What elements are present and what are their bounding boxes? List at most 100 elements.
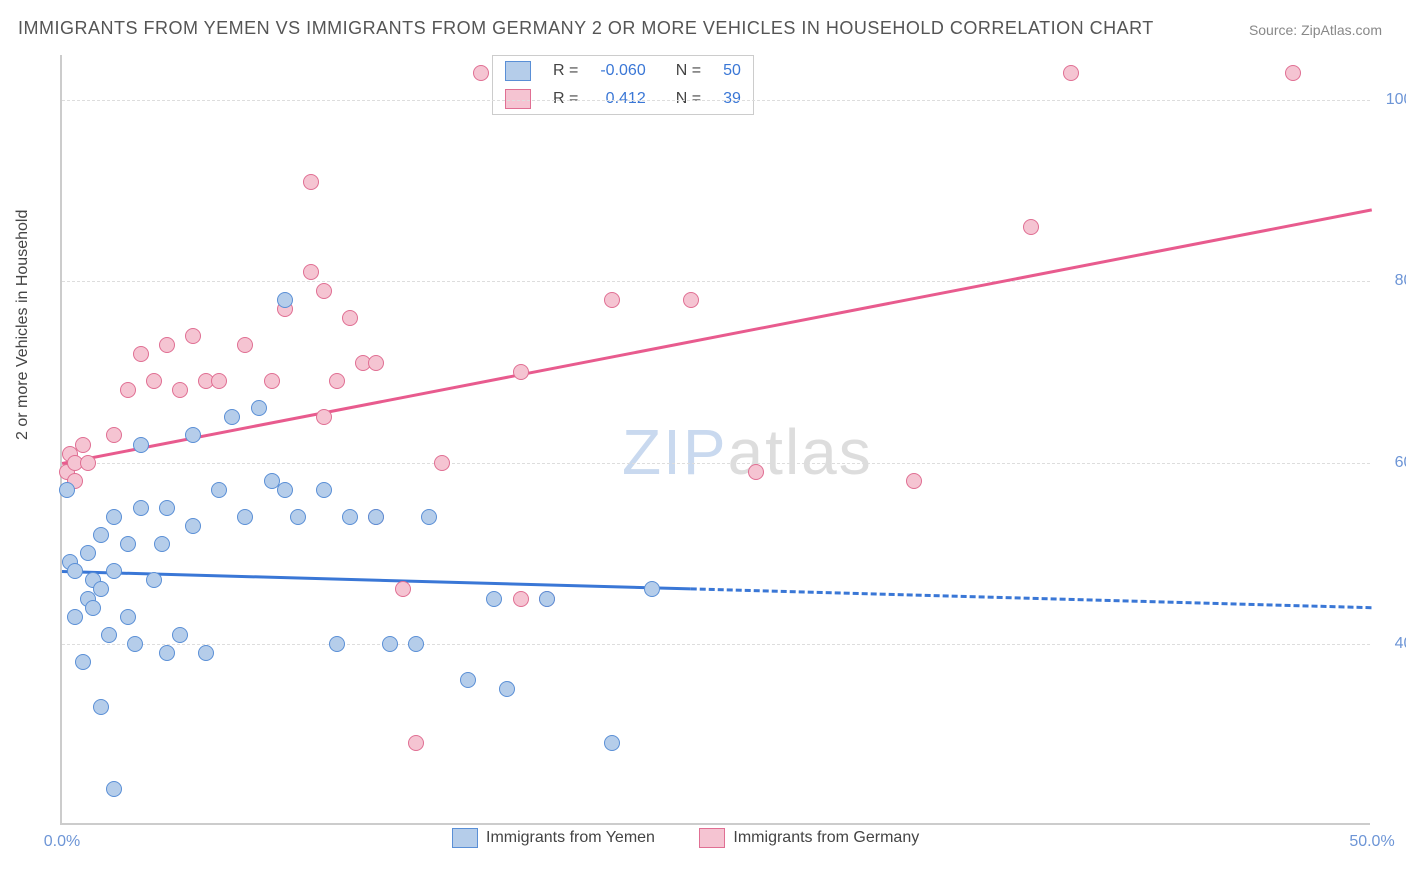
watermark: ZIPatlas xyxy=(622,415,873,489)
data-point-yemen xyxy=(106,509,122,525)
data-point-yemen xyxy=(75,654,91,670)
data-point-yemen xyxy=(59,482,75,498)
n-label: N = xyxy=(658,86,711,112)
data-point-germany xyxy=(513,591,529,607)
legend-item-germany: Immigrants from Germany xyxy=(699,828,919,848)
data-point-germany xyxy=(342,310,358,326)
data-point-yemen xyxy=(127,636,143,652)
legend-label-yemen: Immigrants from Yemen xyxy=(486,829,655,847)
data-point-germany xyxy=(1023,219,1039,235)
data-point-germany xyxy=(316,283,332,299)
x-tick-label: 50.0% xyxy=(1349,833,1394,851)
data-point-yemen xyxy=(146,572,162,588)
watermark-zip: ZIP xyxy=(622,416,728,488)
data-point-yemen xyxy=(67,563,83,579)
data-point-yemen xyxy=(106,781,122,797)
data-point-germany xyxy=(434,455,450,471)
data-point-germany xyxy=(1285,65,1301,81)
data-point-yemen xyxy=(277,482,293,498)
data-point-yemen xyxy=(290,509,306,525)
legend-swatch xyxy=(505,61,531,81)
data-point-yemen xyxy=(159,500,175,516)
data-point-yemen xyxy=(93,581,109,597)
data-point-germany xyxy=(211,373,227,389)
data-point-yemen xyxy=(421,509,437,525)
data-point-yemen xyxy=(133,437,149,453)
data-point-yemen xyxy=(408,636,424,652)
y-tick-label: 80.0% xyxy=(1395,272,1406,290)
gridline xyxy=(62,100,1370,101)
n-label: N = xyxy=(658,58,711,84)
data-point-germany xyxy=(408,735,424,751)
data-point-germany xyxy=(303,174,319,190)
legend-stat-row: R =-0.060N =50 xyxy=(495,58,751,84)
data-point-germany xyxy=(75,437,91,453)
data-point-yemen xyxy=(211,482,227,498)
correlation-chart: IMMIGRANTS FROM YEMEN VS IMMIGRANTS FROM… xyxy=(0,0,1406,892)
data-point-germany xyxy=(133,346,149,362)
x-tick-label: 0.0% xyxy=(44,833,80,851)
data-point-yemen xyxy=(106,563,122,579)
legend-swatch xyxy=(505,89,531,109)
data-point-germany xyxy=(120,382,136,398)
data-point-germany xyxy=(146,373,162,389)
data-point-yemen xyxy=(133,500,149,516)
data-point-germany xyxy=(237,337,253,353)
chart-title: IMMIGRANTS FROM YEMEN VS IMMIGRANTS FROM… xyxy=(18,18,1154,39)
data-point-germany xyxy=(395,581,411,597)
n-value: 50 xyxy=(713,58,751,84)
data-point-yemen xyxy=(198,645,214,661)
data-point-yemen xyxy=(120,609,136,625)
gridline xyxy=(62,644,1370,645)
data-point-germany xyxy=(906,473,922,489)
data-point-germany xyxy=(159,337,175,353)
data-point-germany xyxy=(683,292,699,308)
r-value: -0.060 xyxy=(590,58,655,84)
data-point-yemen xyxy=(101,627,117,643)
data-point-yemen xyxy=(67,609,83,625)
data-point-germany xyxy=(185,328,201,344)
data-point-yemen xyxy=(342,509,358,525)
data-point-germany xyxy=(80,455,96,471)
y-tick-label: 40.0% xyxy=(1395,635,1406,653)
data-point-germany xyxy=(368,355,384,371)
plot-area: ZIPatlas R =-0.060N =50R =0.412N =39 Imm… xyxy=(60,55,1370,825)
data-point-yemen xyxy=(185,518,201,534)
data-point-yemen xyxy=(382,636,398,652)
legend-item-yemen: Immigrants from Yemen xyxy=(452,828,655,848)
data-point-germany xyxy=(172,382,188,398)
data-point-yemen xyxy=(329,636,345,652)
swatch-yemen xyxy=(452,828,478,848)
data-point-yemen xyxy=(644,581,660,597)
data-point-yemen xyxy=(159,645,175,661)
r-label: R = xyxy=(543,86,588,112)
data-point-germany xyxy=(264,373,280,389)
r-label: R = xyxy=(543,58,588,84)
gridline xyxy=(62,281,1370,282)
data-point-yemen xyxy=(80,545,96,561)
trend-line-germany xyxy=(62,209,1372,463)
r-value: 0.412 xyxy=(590,86,655,112)
n-value: 39 xyxy=(713,86,751,112)
data-point-yemen xyxy=(251,400,267,416)
data-point-yemen xyxy=(93,699,109,715)
data-point-yemen xyxy=(93,527,109,543)
data-point-yemen xyxy=(368,509,384,525)
data-point-yemen xyxy=(224,409,240,425)
y-tick-label: 100.0% xyxy=(1386,91,1406,109)
data-point-yemen xyxy=(460,672,476,688)
data-point-yemen xyxy=(120,536,136,552)
legend-label-germany: Immigrants from Germany xyxy=(733,829,919,847)
data-point-germany xyxy=(316,409,332,425)
y-tick-label: 60.0% xyxy=(1395,454,1406,472)
legend-stat-row: R =0.412N =39 xyxy=(495,86,751,112)
data-point-yemen xyxy=(539,591,555,607)
data-point-germany xyxy=(106,427,122,443)
data-point-yemen xyxy=(172,627,188,643)
data-point-germany xyxy=(1063,65,1079,81)
watermark-atlas: atlas xyxy=(728,416,873,488)
data-point-yemen xyxy=(486,591,502,607)
data-point-yemen xyxy=(237,509,253,525)
y-axis-label: 2 or more Vehicles in Household xyxy=(14,210,32,440)
gridline xyxy=(62,463,1370,464)
